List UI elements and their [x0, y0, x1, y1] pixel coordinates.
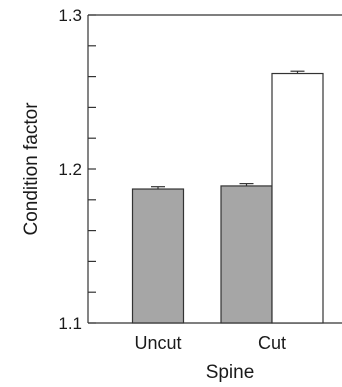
- x-category-label-cut: Cut: [258, 333, 286, 353]
- y-tick-label: 1.3: [58, 6, 82, 25]
- bar-cut-2: [271, 72, 324, 324]
- x-axis-title: Spine: [206, 362, 255, 383]
- bars: [131, 70, 324, 324]
- bar-cut-1: [220, 185, 273, 324]
- y-ticks: 1.1 1.2 1.3: [58, 6, 96, 333]
- x-category-label-uncut: Uncut: [134, 333, 181, 353]
- y-tick-label: 1.2: [58, 160, 82, 179]
- y-tick-label: 1.1: [58, 314, 82, 333]
- bar-uncut-1: [131, 188, 185, 324]
- y-axis-title: Condition factor: [21, 102, 42, 236]
